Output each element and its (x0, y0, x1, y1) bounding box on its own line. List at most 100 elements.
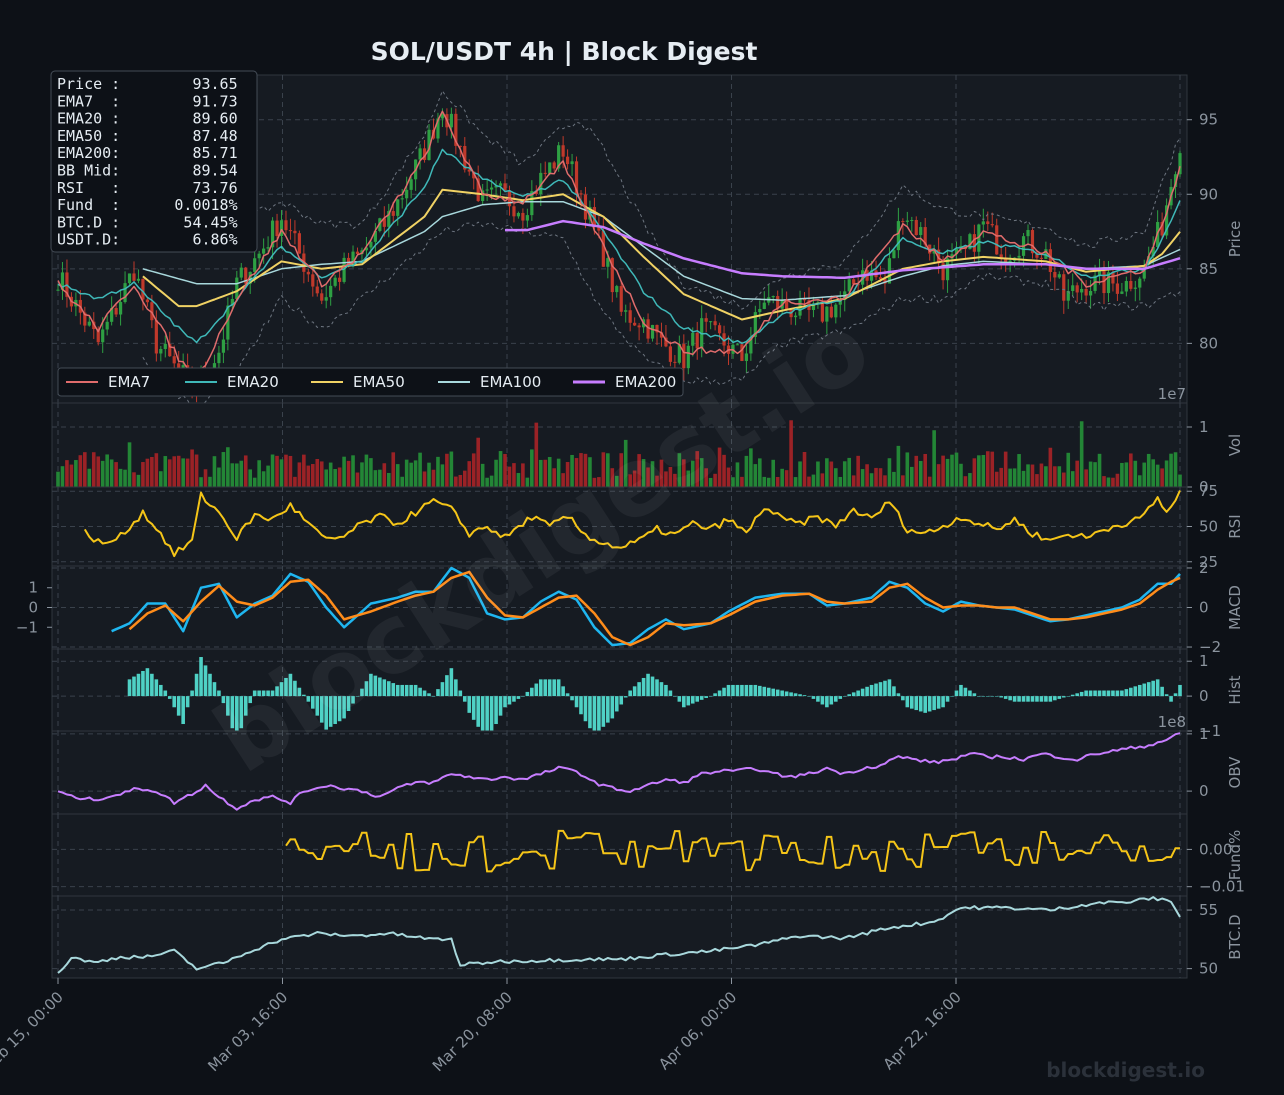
candle-body (802, 299, 807, 301)
hist-bar (1039, 696, 1044, 702)
volume-bar (878, 468, 883, 487)
fund-panel-bg (51, 813, 1188, 897)
volume-bar (668, 467, 673, 487)
volume-bar (883, 475, 887, 487)
hist-bar (364, 681, 369, 697)
candle-body (1017, 255, 1021, 258)
macd-ytick-label: 2 (1199, 559, 1209, 577)
info-line: EMA200: 85.71 (57, 144, 238, 162)
candle-body (458, 145, 462, 147)
candle-body (950, 254, 954, 259)
hist-bar (641, 677, 646, 697)
hist-bar (530, 687, 534, 697)
hist-bar (780, 690, 784, 697)
volume-bar (927, 476, 932, 487)
volume-bar (896, 445, 901, 487)
hist-bar (950, 696, 954, 697)
hist-bar (784, 691, 789, 697)
volume-bar (284, 454, 288, 487)
candle-body (574, 161, 579, 194)
volume-bar (378, 469, 382, 487)
volume-bar (686, 470, 691, 487)
volume-bar (793, 477, 798, 487)
volume-bar (454, 476, 458, 487)
candle-body (110, 308, 114, 322)
info-box-bg (50, 70, 258, 253)
hist-bar (471, 696, 476, 720)
hist-bar (252, 690, 257, 697)
hist-bar (646, 673, 650, 697)
candle-body (1084, 288, 1088, 296)
candle-body (633, 322, 637, 326)
obv-line (57, 732, 1181, 811)
volume-bar (150, 457, 154, 487)
hist-bar (221, 696, 226, 704)
volume-bar (360, 462, 364, 487)
hist-bar (190, 690, 194, 697)
hist-bar (561, 686, 565, 697)
candle-body (932, 249, 936, 254)
hist-bar (217, 690, 221, 697)
volume-bar (489, 475, 494, 487)
hist-bar (985, 696, 990, 697)
hist-bar (132, 676, 136, 697)
volume-bar (816, 461, 820, 487)
hist-bar (297, 687, 302, 697)
hist-bar (127, 679, 132, 697)
hist-bar (279, 682, 284, 697)
candle-body (695, 332, 699, 349)
volume-bar (243, 455, 248, 487)
volume-bar (1178, 474, 1182, 487)
volume-bar (141, 462, 145, 487)
volume-bar (78, 455, 83, 487)
hist-bar (293, 680, 297, 697)
hist-bar (1133, 686, 1138, 697)
candle-body (838, 300, 842, 305)
hist-bar (668, 690, 673, 697)
candle-body (673, 361, 677, 363)
hist-bar (346, 696, 351, 711)
volume-bar (704, 468, 708, 487)
price-axis-label: Price (1226, 221, 1244, 258)
volume-bar (547, 457, 552, 487)
hist-bar (1111, 690, 1115, 697)
volume-bar (521, 463, 525, 487)
candle-body (96, 329, 100, 343)
candle-body (373, 230, 377, 242)
volume-bar (932, 430, 936, 487)
candle-body (677, 344, 681, 363)
candle-body (1173, 174, 1178, 187)
hist-bar (619, 696, 624, 705)
candle-body (785, 300, 789, 310)
candle-body (101, 329, 105, 343)
info-line: RSI : 73.76 (57, 179, 238, 197)
volume-bar (391, 452, 396, 487)
hist-bar (968, 690, 972, 697)
volume-bar (798, 461, 802, 487)
candle-body (829, 306, 833, 318)
volume-bar (963, 476, 968, 487)
vol-ytick-label: 1 (1199, 418, 1209, 436)
hist-bar (476, 696, 480, 727)
ema200-line (505, 219, 1181, 280)
volume-bar (413, 460, 418, 487)
hist-bars (127, 657, 1182, 741)
info-line: Price : 93.65 (57, 75, 238, 93)
hist-bar (404, 684, 409, 697)
candle-body (592, 207, 597, 227)
hist-bar (1026, 696, 1030, 702)
volume-bar (923, 453, 928, 487)
hist-ytick-label: 0 (1199, 687, 1209, 705)
hist-bar (579, 696, 583, 715)
hist-bar (887, 679, 892, 697)
volume-bar (914, 455, 919, 487)
hist-bar (601, 696, 606, 727)
volume-bar (132, 472, 136, 487)
candle-body (1115, 283, 1120, 294)
hist-bar (150, 673, 154, 697)
price-offset-label: 1e7 (1158, 385, 1186, 403)
x-tick-label: Apr 22, 16:00 (880, 988, 965, 1073)
hist-bar (1075, 693, 1079, 697)
info-line: BB Mid: 89.54 (57, 162, 238, 180)
